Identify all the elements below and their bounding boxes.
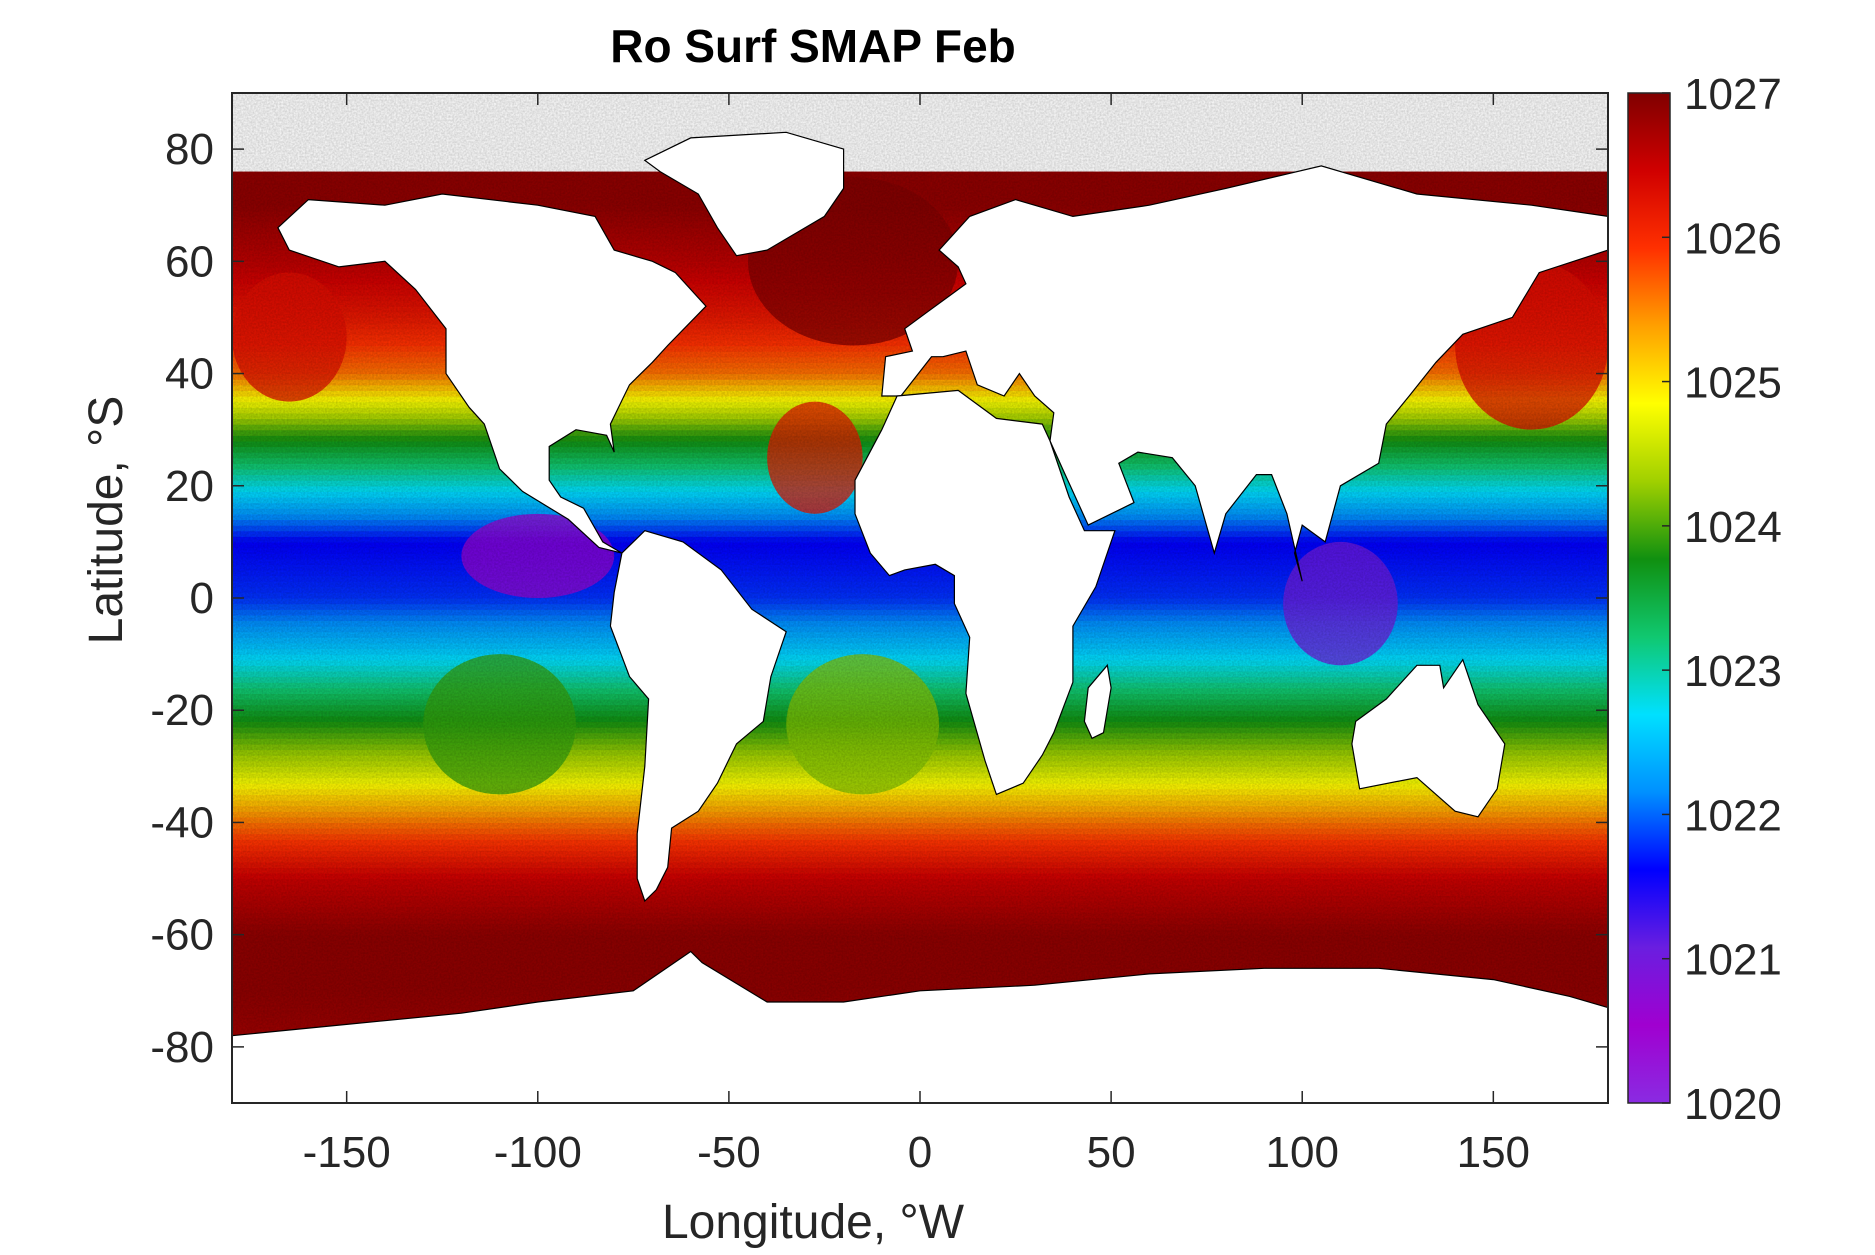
north-america-land (277, 193, 707, 554)
colorbar-tick-label: 1022 (1684, 791, 1782, 840)
x-tick-label: -150 (303, 1128, 391, 1177)
x-tick-label: 0 (908, 1128, 932, 1177)
south-america-land (609, 530, 787, 903)
x-tick-label: -100 (494, 1128, 582, 1177)
y-tick-label: -40 (150, 798, 214, 847)
africa-land (854, 389, 1116, 796)
y-tick-label: 60 (165, 237, 214, 286)
y-axis-ticks: 80 60 40 20 0 -20 -40 -60 -80 (150, 125, 1608, 1072)
map-plot: -150 -100 -50 0 50 100 150 80 60 40 20 0 -20 -40 -60 -… (150, 92, 1609, 1177)
madagascar-land (1083, 663, 1112, 740)
colorbar: 1027 1026 1025 1024 1023 1022 1021 1020 (1627, 70, 1782, 1129)
land-masses (232, 131, 1608, 1103)
y-tick-label: 20 (165, 462, 214, 511)
y-tick-label: 40 (165, 350, 214, 399)
y-tick-label: -80 (150, 1023, 214, 1072)
colorbar-gradient (1628, 93, 1670, 1103)
colorbar-tick-label: 1021 (1684, 936, 1782, 985)
colorbar-frame (1627, 92, 1671, 1104)
colorbar-tick-label: 1020 (1684, 1080, 1782, 1129)
y-tick-label: -20 (150, 686, 214, 735)
australia-land (1351, 658, 1506, 818)
x-axis-label: Longitude, °W (662, 1196, 965, 1249)
y-axis-label: Latitude, °S (80, 396, 133, 645)
colorbar-tick-label: 1024 (1684, 503, 1782, 552)
y-tick-label: -60 (150, 911, 214, 960)
x-tick-label: 50 (1087, 1128, 1136, 1177)
x-tick-label: 100 (1266, 1128, 1339, 1177)
colorbar-ticks: 1027 1026 1025 1024 1023 1022 1021 1020 (1662, 70, 1782, 1129)
y-tick-label: 0 (190, 574, 214, 623)
x-tick-label: 150 (1457, 1128, 1530, 1177)
x-tick-label: -50 (697, 1128, 761, 1177)
colorbar-tick-label: 1026 (1684, 214, 1782, 263)
colorbar-tick-label: 1023 (1684, 647, 1782, 696)
x-axis-ticks: -150 -100 -50 0 50 100 150 (303, 93, 1530, 1177)
greenland-land (643, 131, 845, 257)
colorbar-tick-label: 1025 (1684, 359, 1782, 408)
antarctica-land (232, 950, 1608, 1103)
eurasia-land (881, 165, 1608, 582)
colorbar-tick-label: 1027 (1684, 70, 1782, 119)
y-tick-label: 80 (165, 125, 214, 174)
chart-title: Ro Surf SMAP Feb (610, 20, 1016, 72)
